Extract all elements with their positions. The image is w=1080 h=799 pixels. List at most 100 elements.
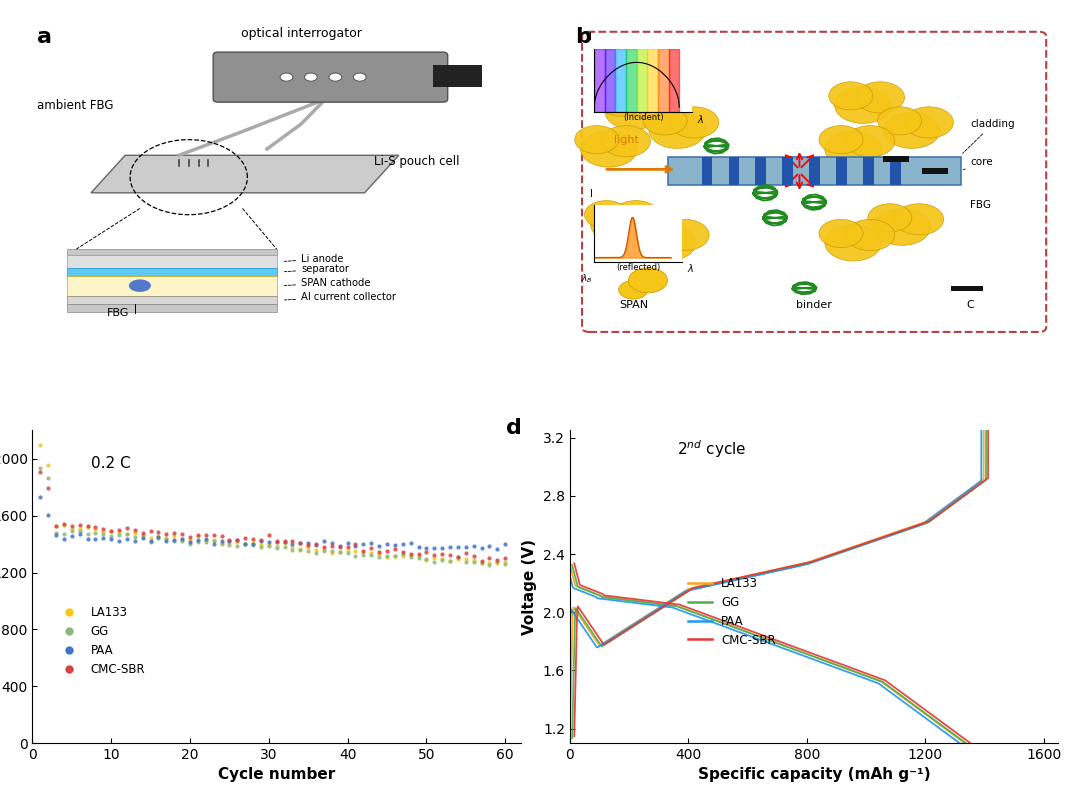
Point xyxy=(426,549,443,562)
Point xyxy=(402,537,419,550)
Point xyxy=(387,550,404,562)
Circle shape xyxy=(878,107,921,135)
Point xyxy=(165,534,183,547)
Point xyxy=(229,535,246,548)
Point xyxy=(308,547,325,559)
Point xyxy=(165,530,183,543)
Point xyxy=(253,541,270,554)
Point xyxy=(174,532,191,545)
Circle shape xyxy=(643,107,687,135)
Point xyxy=(332,539,349,552)
Point xyxy=(237,538,254,551)
Text: binder: binder xyxy=(796,300,832,311)
Text: core: core xyxy=(963,157,994,170)
FancyBboxPatch shape xyxy=(213,52,448,102)
Point xyxy=(488,554,505,566)
Circle shape xyxy=(639,225,696,261)
Point xyxy=(55,518,72,531)
Point xyxy=(308,544,325,557)
Point xyxy=(457,553,474,566)
Point xyxy=(63,525,80,538)
Point xyxy=(402,547,419,560)
Point xyxy=(220,534,238,547)
PAA xyxy=(798,651,811,661)
Point xyxy=(275,540,293,553)
Point xyxy=(220,535,238,547)
Point xyxy=(189,528,206,541)
Point xyxy=(497,538,514,551)
Point xyxy=(119,527,136,540)
Circle shape xyxy=(605,93,662,129)
Point xyxy=(363,549,380,562)
Point xyxy=(449,551,467,563)
Point xyxy=(55,519,72,531)
Point xyxy=(31,462,49,475)
Point xyxy=(394,538,411,551)
Point xyxy=(134,531,151,543)
Ellipse shape xyxy=(129,280,151,292)
Point xyxy=(71,523,89,536)
Point xyxy=(497,557,514,570)
Point xyxy=(79,519,96,532)
Legend: LA133, GG, PAA, CMC-SBR: LA133, GG, PAA, CMC-SBR xyxy=(684,572,781,651)
Point xyxy=(213,535,230,547)
LA133 xyxy=(824,658,837,668)
Point xyxy=(354,548,372,561)
Point xyxy=(449,540,467,553)
Point xyxy=(260,540,278,553)
Point xyxy=(394,550,411,562)
Point xyxy=(481,539,498,552)
Point xyxy=(449,553,467,566)
Point xyxy=(189,536,206,549)
Circle shape xyxy=(619,280,648,299)
PAA xyxy=(769,641,782,650)
Bar xyxy=(67,276,276,296)
Point xyxy=(229,539,246,552)
Circle shape xyxy=(353,73,366,81)
Point xyxy=(410,551,428,564)
Circle shape xyxy=(575,125,619,153)
Point xyxy=(473,555,490,567)
Point xyxy=(253,533,270,546)
Point xyxy=(150,531,167,543)
LA133 xyxy=(800,650,813,659)
Point xyxy=(237,538,254,551)
Circle shape xyxy=(591,206,647,242)
Point xyxy=(71,519,89,531)
Point xyxy=(433,553,450,566)
Point xyxy=(457,541,474,554)
Point xyxy=(363,542,380,555)
Point xyxy=(110,523,127,536)
Bar xyxy=(950,286,983,292)
Point xyxy=(79,527,96,540)
Text: 0.2 C: 0.2 C xyxy=(91,456,131,471)
Point xyxy=(370,551,388,563)
Point xyxy=(205,537,222,550)
Point xyxy=(63,530,80,543)
Circle shape xyxy=(305,73,318,81)
Point xyxy=(260,535,278,548)
Point xyxy=(31,491,49,503)
Point xyxy=(205,535,222,547)
Point xyxy=(488,556,505,569)
Point xyxy=(275,534,293,547)
Text: C: C xyxy=(967,300,974,311)
Point xyxy=(189,530,206,543)
Point xyxy=(103,533,120,546)
Point xyxy=(433,542,450,555)
Point xyxy=(198,534,215,547)
Point xyxy=(71,525,89,538)
Text: a: a xyxy=(38,27,52,47)
Line: LA133: LA133 xyxy=(570,564,1008,799)
Point xyxy=(442,549,459,562)
Point xyxy=(457,555,474,568)
Circle shape xyxy=(905,107,954,138)
Point xyxy=(95,531,112,544)
Bar xyxy=(67,268,276,276)
Point xyxy=(332,546,349,559)
Point xyxy=(86,532,104,545)
Bar xyxy=(67,296,276,304)
Point xyxy=(418,541,435,554)
Point xyxy=(363,537,380,550)
Circle shape xyxy=(626,88,675,119)
